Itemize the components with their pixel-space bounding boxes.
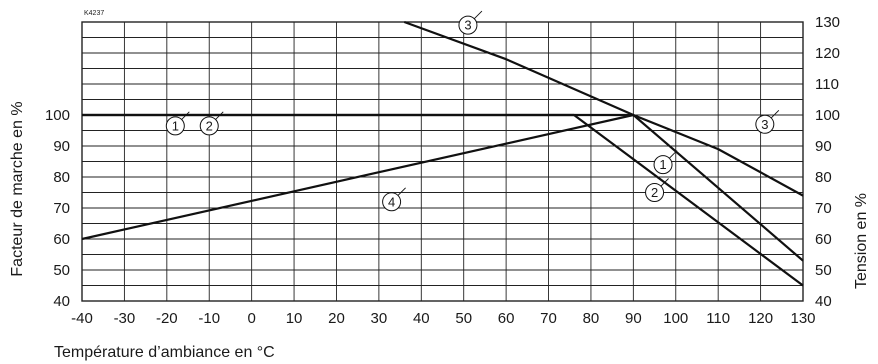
- marker-circle-2: [645, 183, 665, 202]
- marker-label-3: 3: [464, 18, 471, 33]
- marker-leader: [668, 150, 678, 159]
- marker-label-3: 3: [761, 117, 768, 132]
- x-tick-label: 80: [583, 310, 600, 327]
- marker-circle-1: [165, 116, 185, 136]
- y-axis-title-right: Tension en %: [853, 193, 870, 289]
- tick-labels: -40 -30 -20 -10 0 10 20 30 40 50 60 70 80 90 100 110 120…: [45, 14, 840, 327]
- x-tick-label: 110: [706, 310, 730, 327]
- marker-label-2: 2: [206, 118, 213, 133]
- y-tick-label-left: 40: [53, 293, 70, 310]
- series-lines: [81, 20, 804, 287]
- y-tick-label-right: 110: [815, 76, 839, 93]
- y-tick-label-right: 50: [815, 262, 832, 279]
- y-tick-label-right: 90: [815, 138, 832, 155]
- x-tick-label: -40: [71, 310, 93, 327]
- marker-circle-4: [382, 192, 402, 212]
- y-tick-label-right: 40: [815, 293, 832, 310]
- marker-leader: [397, 187, 406, 197]
- x-tick-label: 20: [328, 310, 345, 327]
- y-tick-label-left: 60: [53, 231, 70, 248]
- series-line-4: [81, 113, 634, 241]
- marker-label-1: 1: [659, 157, 666, 172]
- y-tick-label-left: 80: [53, 169, 70, 186]
- x-tick-label: 120: [748, 310, 773, 327]
- y-tick-label-right: 120: [815, 45, 840, 62]
- marker-circle-2: [199, 116, 219, 136]
- marker-label-4: 4: [388, 194, 395, 209]
- x-tick-label: -10: [198, 310, 220, 327]
- x-tick-label: 30: [371, 310, 388, 327]
- x-tick-label: 100: [663, 310, 688, 327]
- x-tick-label: -20: [156, 310, 178, 327]
- y-tick-label-left: 70: [53, 200, 70, 217]
- marker-leader: [180, 111, 190, 121]
- reference-code: K4237: [84, 10, 104, 17]
- x-tick-label: 10: [286, 310, 303, 327]
- y-tick-label-left: 50: [53, 262, 70, 279]
- x-axis-title: Température d’ambiance en °C: [54, 344, 275, 361]
- marker-label-1: 1: [172, 118, 179, 133]
- y-tick-label-right: 130: [815, 14, 840, 31]
- x-tick-label: 70: [540, 310, 557, 327]
- y-tick-label-right: 80: [815, 169, 832, 186]
- x-tick-label: 50: [455, 310, 472, 327]
- marker-circle-3: [755, 114, 775, 134]
- y-axis-title-left: Facteur de marche en %: [9, 101, 26, 276]
- y-tick-label-left: 90: [53, 138, 70, 155]
- marker-leader: [770, 109, 780, 119]
- grid: [81, 21, 804, 302]
- marker-leader: [660, 178, 669, 187]
- x-tick-label: 0: [247, 310, 255, 327]
- marker-leader: [473, 10, 483, 20]
- marker-circle-1: [653, 155, 673, 175]
- series-line-2: [82, 113, 804, 287]
- x-tick-label: 40: [413, 310, 430, 327]
- marker-leader: [214, 111, 224, 121]
- y-tick-label-right: 100: [815, 107, 840, 124]
- x-tick-label: 90: [625, 310, 642, 327]
- marker-label-2: 2: [651, 185, 658, 200]
- marker-circle-3: [458, 15, 478, 35]
- y-tick-label-right: 70: [815, 200, 832, 217]
- x-tick-label: 130: [790, 310, 815, 327]
- x-tick-label: 60: [498, 310, 515, 327]
- y-tick-label-right: 60: [815, 231, 832, 248]
- x-tick-label: -30: [114, 310, 136, 327]
- y-tick-label-left: 100: [45, 107, 70, 124]
